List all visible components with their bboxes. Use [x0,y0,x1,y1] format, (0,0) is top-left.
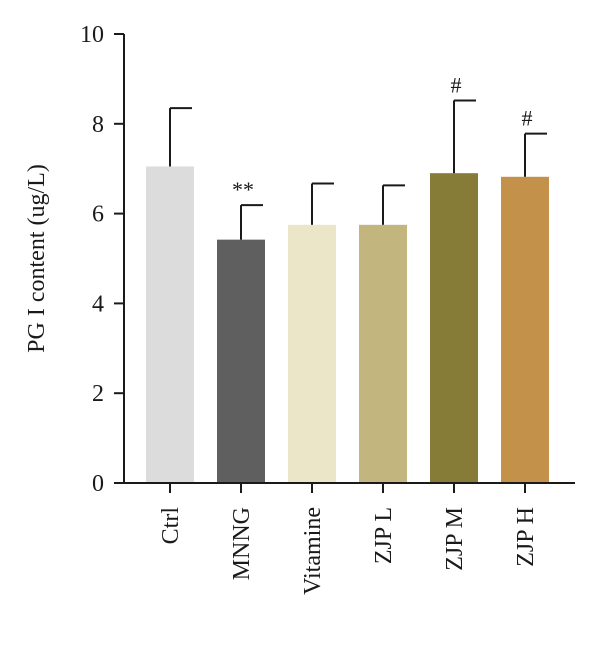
y-tick-label: 2 [92,381,104,407]
bar-ctrl [146,166,194,483]
bar-zjp-h [501,176,549,484]
y-tick-label: 0 [92,471,104,497]
bar-zjp-l [359,224,407,483]
bar-vitamine [288,224,336,483]
y-axis-title: PG I content (ug/L) [24,164,50,353]
x-category-label: ZJP L [371,507,397,564]
y-tick-label: 10 [80,22,104,48]
x-category-label: ZJP H [513,507,539,567]
y-axis-ticks: 0 2 4 6 8 10 [80,22,124,497]
y-tick-label: 6 [92,202,104,228]
x-category-label: MNNG [229,507,255,580]
x-category-label: ZJP M [442,507,468,571]
significance-marker: # [522,106,533,131]
y-tick-label: 8 [92,112,104,138]
significance-marker: # [451,72,462,97]
x-category-label: Ctrl [158,507,184,545]
plot-area: ** # # [146,72,549,484]
significance-marker: ** [232,177,254,202]
y-tick-label: 4 [92,291,104,317]
bar-mnng [217,239,265,483]
bar-zjp-m [430,173,478,483]
x-category-label: Vitamine [300,507,326,595]
x-axis-ticks: Ctrl MNNG Vitamine ZJP L ZJP M ZJP H [158,483,539,595]
